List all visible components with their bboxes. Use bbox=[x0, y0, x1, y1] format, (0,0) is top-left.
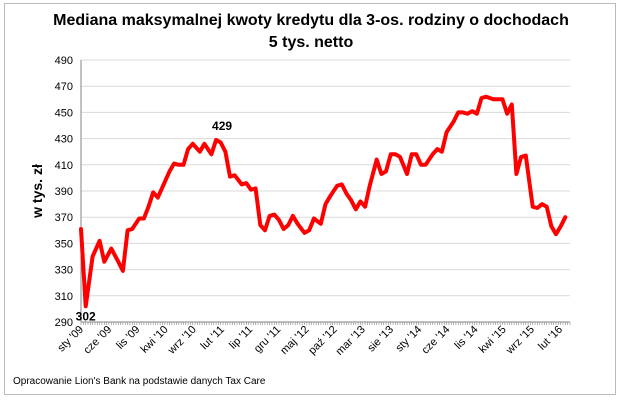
y-tick-label: 330 bbox=[55, 265, 73, 277]
x-tick-label: maj '12 bbox=[278, 324, 311, 357]
x-tick-label: lut '16 bbox=[536, 324, 565, 353]
y-tick-label: 350 bbox=[55, 238, 73, 250]
x-tick-label: cze '14 bbox=[420, 324, 453, 357]
x-tick-label: sie '13 bbox=[365, 324, 396, 355]
x-tick-label: wrz '15 bbox=[503, 324, 537, 358]
y-tick-label: 450 bbox=[55, 107, 73, 119]
x-tick-label: lip '11 bbox=[227, 324, 255, 352]
x-tick-label: sty '14 bbox=[394, 324, 425, 355]
x-tick-label: cze '09 bbox=[81, 324, 114, 357]
data-label: 302 bbox=[76, 309, 96, 323]
y-tick-label: 310 bbox=[55, 291, 73, 303]
chart-title-line2: 5 tys. netto bbox=[268, 34, 354, 51]
x-tick-label: paź '12 bbox=[306, 324, 339, 357]
chart-title: Mediana maksymalnej kwoty kredytu dla 3-… bbox=[5, 10, 617, 54]
x-tick-label: kwi '10 bbox=[139, 324, 171, 356]
line-chart: 290 310 330 350 370 390 410 430 450 470 490 w tys. … bbox=[29, 55, 571, 358]
data-label: 429 bbox=[212, 119, 232, 133]
y-tick-label: 410 bbox=[55, 160, 73, 172]
y-tick-label: 470 bbox=[55, 81, 73, 93]
chart-frame: Mediana maksymalnej kwoty kredytu dla 3-… bbox=[4, 3, 616, 395]
x-tick-label: mar '13 bbox=[334, 324, 368, 358]
series-line bbox=[79, 94, 568, 309]
y-tick-label: 290 bbox=[55, 317, 73, 329]
y-tick-label: 390 bbox=[55, 186, 73, 198]
y-axis-label: w tys. zł bbox=[29, 164, 45, 219]
source-note: Opracowanie Lion's Bank na podstawie dan… bbox=[13, 376, 266, 387]
y-tick-label: 430 bbox=[55, 134, 73, 146]
x-tick-label: wrz '10 bbox=[165, 324, 199, 358]
y-tick-label: 370 bbox=[55, 212, 73, 224]
x-tick-label: lut '11 bbox=[199, 324, 227, 352]
x-tick-label: gru '11 bbox=[252, 324, 283, 355]
y-tick-label: 490 bbox=[55, 55, 73, 67]
chart-title-line1: Mediana maksymalnej kwoty kredytu dla 3-… bbox=[53, 12, 569, 29]
x-tick-label: kwi '15 bbox=[477, 324, 509, 356]
